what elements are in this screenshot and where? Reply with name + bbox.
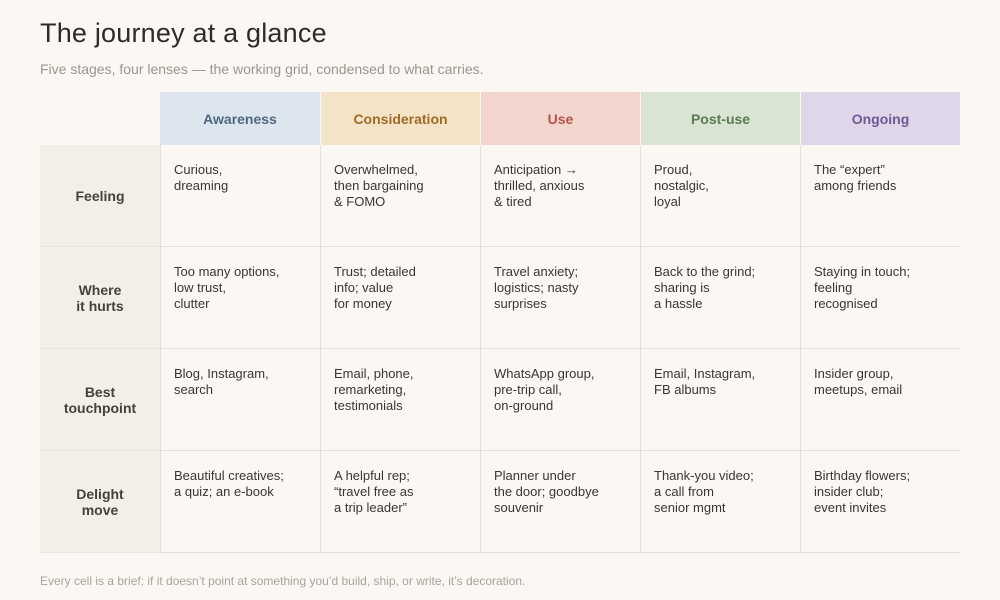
grid-cell-delight-post-use: Thank-you video; a call from senior mgmt [640, 451, 800, 553]
grid-cell-pain-ongoing: Staying in touch; feeling recognised [800, 247, 960, 349]
grid-cell-touchpoint-awareness: Blog, Instagram, search [160, 349, 320, 451]
page-title: The journey at a glance [40, 18, 327, 48]
stage-header-post-use: Post-use [640, 92, 800, 145]
journey-grid: Awareness Consideration Use Post-use Ong… [40, 92, 960, 553]
stage-header-consideration: Consideration [320, 92, 480, 145]
grid-cell-feeling-ongoing: The “expert” among friends [800, 145, 960, 247]
grid-cell-feeling-use: Anticipation → thrilled, anxious & tired [480, 145, 640, 247]
grid-cell-pain-consideration: Trust; detailed info; value for money [320, 247, 480, 349]
grid-cell-delight-ongoing: Birthday flowers; insider club; event in… [800, 451, 960, 553]
grid-cell-feeling-post-use: Proud, nostalgic, loyal [640, 145, 800, 247]
stage-header-use: Use [480, 92, 640, 145]
grid-cell-pain-use: Travel anxiety; logistics; nasty surpris… [480, 247, 640, 349]
page-subtitle: Five stages, four lenses — the working g… [40, 61, 484, 77]
grid-cell-touchpoint-ongoing: Insider group, meetups, email [800, 349, 960, 451]
grid-cell-pain-post-use: Back to the grind; sharing is a hassle [640, 247, 800, 349]
lens-label-delight-move: Delight move [40, 451, 160, 553]
grid-cell-delight-use: Planner under the door; goodbye souvenir [480, 451, 640, 553]
stage-header-awareness: Awareness [160, 92, 320, 145]
lens-label-where-it-hurts: Where it hurts [40, 247, 160, 349]
grid-cell-touchpoint-consideration: Email, phone, remarketing, testimonials [320, 349, 480, 451]
grid-cell-delight-consideration: A helpful rep; “travel free as a trip le… [320, 451, 480, 553]
footer-note: Every cell is a brief: if it doesn’t poi… [40, 574, 526, 588]
grid-cell-feeling-awareness: Curious, dreaming [160, 145, 320, 247]
lens-label-best-touchpoint: Best touchpoint [40, 349, 160, 451]
grid-cell-pain-awareness: Too many options, low trust, clutter [160, 247, 320, 349]
grid-corner [40, 92, 160, 145]
lens-label-feeling: Feeling [40, 145, 160, 247]
grid-cell-touchpoint-post-use: Email, Instagram, FB albums [640, 349, 800, 451]
grid-cell-feeling-consideration: Overwhelmed, then bargaining & FOMO [320, 145, 480, 247]
stage-header-ongoing: Ongoing [800, 92, 960, 145]
grid-cell-touchpoint-use: WhatsApp group, pre-trip call, on-ground [480, 349, 640, 451]
grid-cell-delight-awareness: Beautiful creatives; a quiz; an e-book [160, 451, 320, 553]
